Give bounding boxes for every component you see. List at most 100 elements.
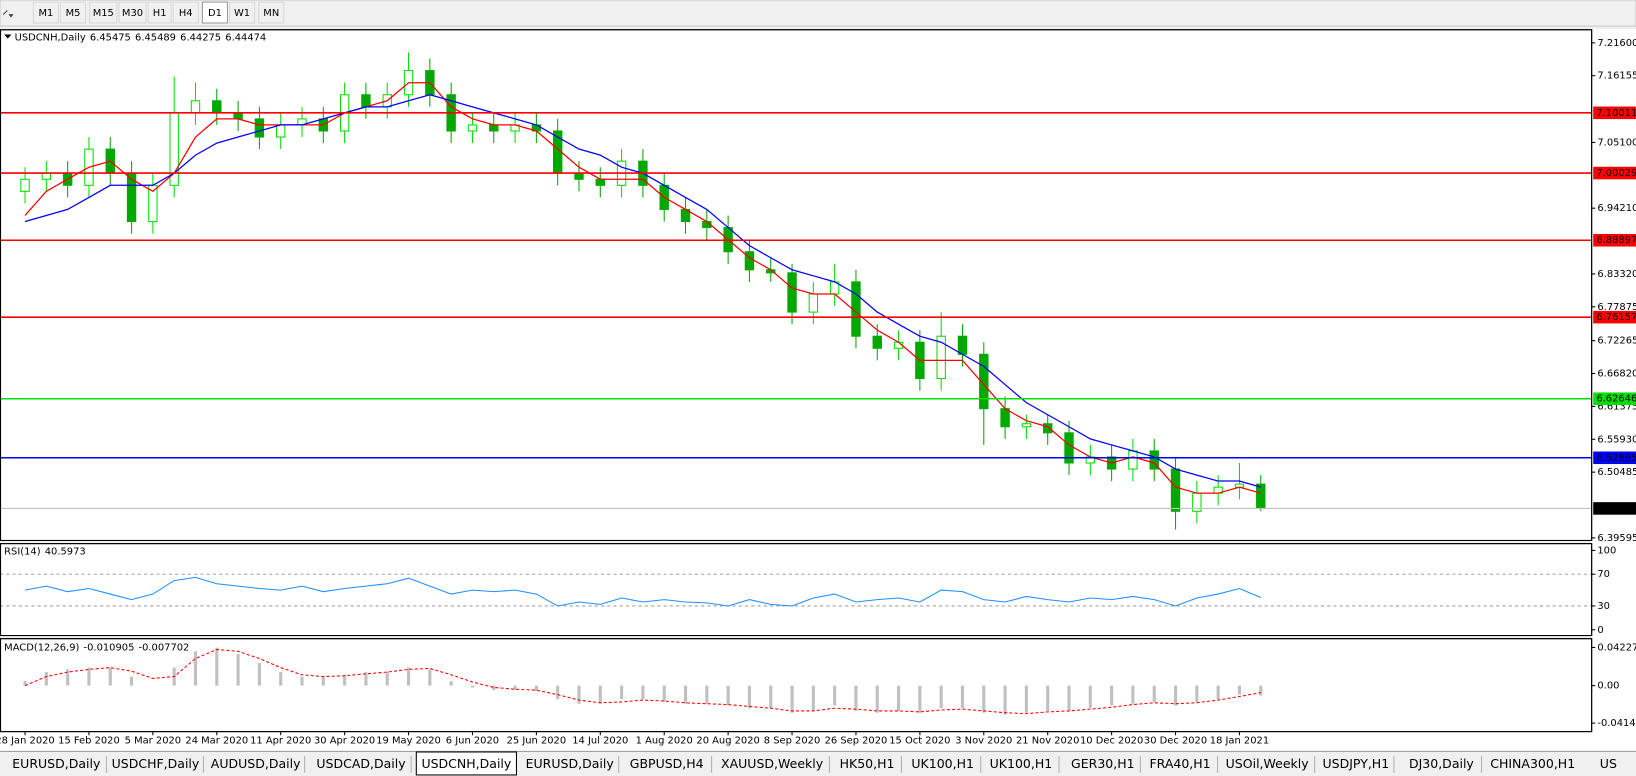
y-tick-label: 7.05100 [1597,137,1636,148]
candle-body [979,353,989,410]
candle-body [574,172,584,180]
indicator-value: -0.007702 [139,643,190,654]
tab-label[interactable]: US [1600,756,1617,771]
tab-label[interactable]: GER30,H1 [1071,756,1135,771]
candle-body [1021,423,1032,428]
tab-label[interactable]: CHINA300,H1 [1490,756,1575,771]
tab[interactable] [415,751,517,776]
y-tick-label: 0 [1597,625,1603,636]
timeframe-label[interactable]: M5 [66,8,81,19]
date-label: 26 Sep 2020 [825,735,888,746]
y-tick-label: -0.04148 [1597,718,1636,729]
tab-label[interactable]: USDJPY,H1 [1323,756,1390,771]
timeframe-label[interactable]: MN [263,8,279,19]
timeframe-button[interactable] [229,1,256,24]
tab-label[interactable]: UK100,H1 [990,756,1053,771]
tab-label[interactable]: XAUUSD,Weekly [721,756,824,771]
candle-body [1170,468,1181,512]
quote-value: 6.45489 [135,33,176,44]
tab-label[interactable]: AUDUSD,Daily [211,756,301,771]
timeframe-button[interactable] [118,1,147,24]
timeframe-label[interactable]: D1 [208,8,222,19]
candle-body [489,124,499,132]
tab-label[interactable]: EURUSD,Daily [526,756,615,771]
tab[interactable] [1067,754,1139,775]
tab[interactable] [1484,754,1581,775]
timeframe-label[interactable]: M1 [38,8,53,19]
indicator-title: MACD(12,26,9) -0.010905 -0.007702 [4,643,189,654]
candle-body [190,100,201,114]
date-label: 6 Jun 2020 [446,735,499,746]
panel [0,543,1593,637]
tab-label[interactable]: EURUSD,Daily [12,756,101,771]
date-axis-area [0,731,1636,752]
candle-body [233,112,243,120]
level-label: 6.76157 [1596,312,1636,323]
tab[interactable] [1403,754,1480,775]
timeframe-button[interactable] [258,1,285,24]
candle-body [1000,408,1010,428]
price-axis-area [1591,29,1636,732]
tab[interactable] [906,754,979,775]
tab-label[interactable]: HK50,H1 [840,756,895,771]
timeframe-label[interactable]: M30 [122,8,143,19]
tab-label[interactable]: USDCHF,Daily [112,756,200,771]
tab-label[interactable]: GBPUSD,H4 [630,756,704,771]
y-tick-label: 6.94210 [1597,203,1636,214]
tab[interactable] [522,754,617,775]
timeframe-button[interactable] [89,1,118,24]
tab[interactable] [984,754,1057,775]
date-label: 19 May 2020 [376,735,441,746]
timeframe-button[interactable] [32,1,59,24]
timeframe-button[interactable] [172,1,199,24]
tab[interactable] [716,754,828,775]
level-label-box [1593,166,1636,180]
tab[interactable] [313,754,409,775]
timeframe-label[interactable]: W1 [234,8,250,19]
timeframe-button[interactable] [147,1,172,24]
toolbar-icon[interactable] [2,10,14,18]
y-tick-label: 30 [1597,601,1610,612]
moving-average [24,82,1261,494]
candle-body [254,118,265,138]
y-tick-label: 6.77875 [1597,302,1636,313]
level-label: 7.00029 [1596,168,1636,179]
rsi-line [24,576,1262,607]
timeframe-label[interactable]: H1 [153,8,167,19]
candle-body [20,178,30,192]
y-tick-label: 6.83320 [1597,269,1636,280]
tab-label[interactable]: FRA40,H1 [1149,756,1210,771]
timeframe-label[interactable]: M15 [93,8,114,19]
candle-body [936,335,946,380]
tab[interactable] [208,754,303,775]
tab[interactable] [1319,754,1392,775]
tab[interactable] [1144,754,1216,775]
timeframe-button[interactable] [201,1,228,24]
tab[interactable] [1580,754,1636,775]
tab[interactable] [834,754,900,775]
quote-value: 6.45475 [90,33,131,44]
y-tick-label: 0.042275 [1597,642,1636,653]
date-label: 10 Dec 2020 [1080,735,1143,746]
y-tick-label: 100 [1597,545,1616,556]
tab-label[interactable]: DJ30,Daily [1409,756,1474,771]
timeframe-label[interactable]: H4 [179,8,193,19]
date-label: 8 Sep 2020 [764,735,820,746]
candle-body [361,94,371,108]
tab[interactable] [109,754,202,775]
timeframe-button[interactable] [59,1,87,24]
candle-body [276,124,286,138]
tab-label[interactable]: USOil,Weekly [1226,756,1310,771]
level-label: 7.10011 [1596,108,1636,119]
tab[interactable] [623,754,710,775]
tab[interactable] [8,754,105,775]
signal-line [24,648,1261,715]
tab[interactable] [1221,754,1313,775]
tab-label[interactable]: USDCAD,Daily [316,756,406,771]
tab-label[interactable]: USDCNH,Daily [421,756,511,771]
tab-label[interactable]: UK100,H1 [911,756,974,771]
date-label: 24 Mar 2020 [185,735,248,746]
level-label-box [1593,106,1636,120]
